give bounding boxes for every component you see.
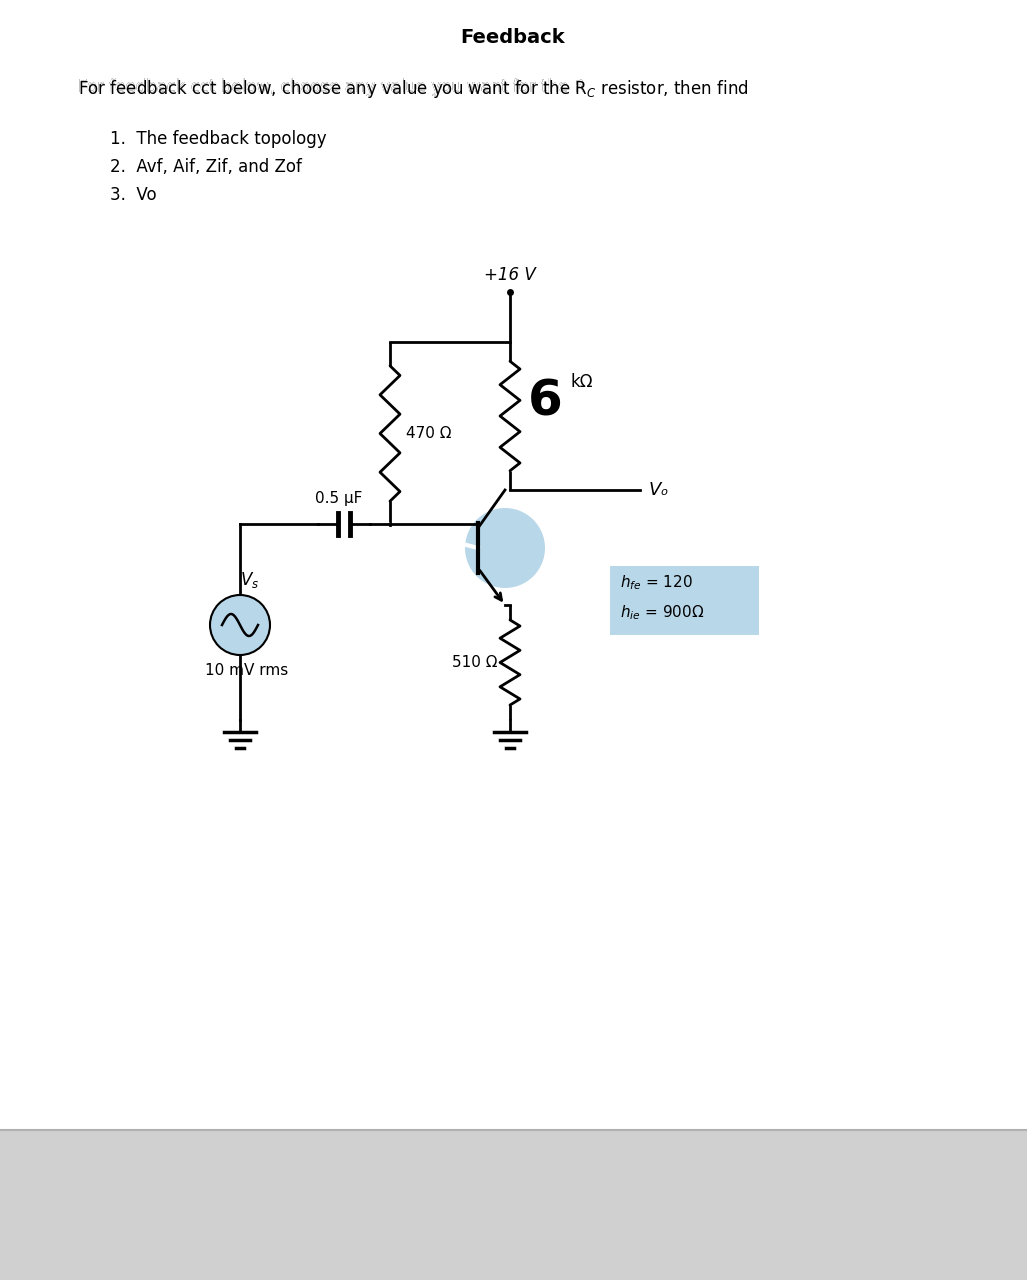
Text: Feedback: Feedback	[461, 28, 565, 47]
Circle shape	[210, 595, 270, 655]
Text: 0.5 μF: 0.5 μF	[315, 492, 363, 506]
Text: 1.  The feedback topology: 1. The feedback topology	[110, 131, 327, 148]
Text: $V_s$: $V_s$	[240, 570, 260, 590]
Text: For feedback cct below, choose any value you want for the R: For feedback cct below, choose any value…	[78, 78, 585, 96]
Text: 470 Ω: 470 Ω	[406, 426, 452, 442]
Text: 2.  Avf, Aif, Zif, and Zof: 2. Avf, Aif, Zif, and Zof	[110, 157, 302, 175]
Text: kΩ: kΩ	[570, 372, 593, 390]
Text: For feedback cct below, choose any value you want for the R$_C$ resistor, then f: For feedback cct below, choose any value…	[78, 78, 749, 100]
Text: 510 Ω: 510 Ω	[453, 655, 498, 669]
Circle shape	[465, 508, 545, 588]
Text: $h_{fe}$ = 120: $h_{fe}$ = 120	[620, 573, 693, 593]
FancyBboxPatch shape	[610, 566, 759, 635]
Text: For feedback cct below, choose any value you want for the R: For feedback cct below, choose any value…	[78, 78, 585, 96]
Text: +16 V: +16 V	[484, 266, 536, 284]
Text: 10 mV rms: 10 mV rms	[205, 663, 289, 678]
Text: $Vₒ$: $Vₒ$	[648, 481, 669, 499]
Text: $h_{ie}$ = 900Ω: $h_{ie}$ = 900Ω	[620, 604, 705, 622]
Bar	[0, 1130, 1027, 1280]
Text: 6: 6	[528, 378, 563, 426]
Text: 3.  Vo: 3. Vo	[110, 186, 157, 204]
